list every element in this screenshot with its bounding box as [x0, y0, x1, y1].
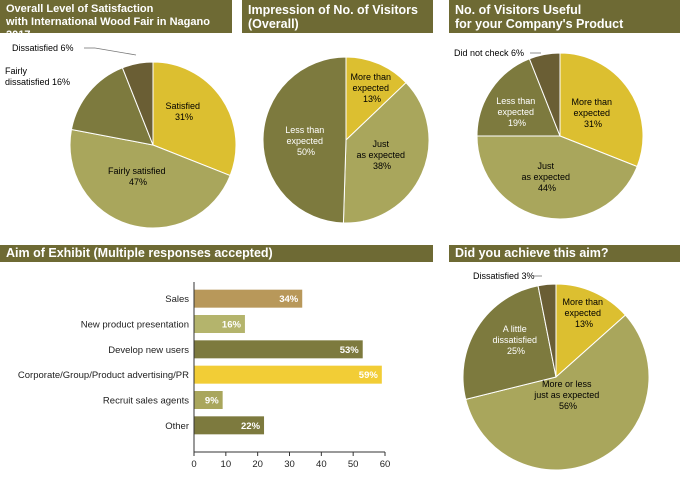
pie-slice-a-little-dissatisfied: [462, 285, 557, 400]
bar-sales: [194, 289, 303, 308]
x-tick-label: 40: [316, 459, 327, 470]
x-tick-label: 10: [221, 459, 232, 470]
pie-label: More than expected 13%: [350, 72, 393, 104]
bar-value-label: 59%: [359, 370, 379, 381]
x-tick-label: 60: [380, 459, 391, 470]
pie-slice-more-than-expected: [555, 283, 627, 379]
impression-pie-chart: More than expected 13% Just as expected …: [262, 56, 430, 224]
bar-value-label: 53%: [340, 345, 360, 356]
achieve-pie-chart: More than expected 13% More or less just…: [462, 271, 650, 471]
pie-slice-dissatisfied: [537, 283, 557, 378]
pie-slice-just-as-expected: [476, 135, 638, 220]
pie-slice-more-or-less-just-as-expected: [465, 314, 650, 471]
bar-category-label: Corporate/Group/Product advertising/PR: [18, 370, 189, 381]
pie-slice-fairly-dissatisfied: [70, 67, 154, 146]
x-tick-label: 0: [191, 459, 196, 470]
pie-label: Satisfied 31%: [165, 101, 202, 122]
pie-slice-did-not-check: [528, 52, 561, 137]
bar-category-label: Recruit sales agents: [103, 396, 189, 407]
pie-slice-just-as-expected: [342, 81, 430, 224]
pie-slice-less-than-expected: [476, 58, 561, 137]
leader-line: [94, 47, 137, 56]
bar-recruit-sales-agents: [194, 391, 223, 409]
pie-slice-more-than-expected: [559, 52, 644, 168]
pie-label: More or less just as expected 56%: [533, 379, 602, 411]
pie-slice-less-than-expected: [262, 56, 347, 224]
x-tick-label: 20: [252, 459, 263, 470]
useful-title-line-1: No. of Visitors Useful: [455, 3, 582, 17]
aim-title: Aim of Exhibit (Multiple responses accep…: [6, 246, 273, 260]
pie-label: A little dissatisfied 25%: [492, 324, 539, 356]
satisfaction-pie-chart: Satisfied 31% Fairly satisfied 47% Fairl…: [5, 43, 237, 229]
aim-chart-header: Aim of Exhibit (Multiple responses accep…: [0, 245, 433, 262]
bar-other: [194, 416, 265, 435]
bar-category-label: Develop new users: [108, 345, 189, 356]
pie-label: Fairly satisfied 47%: [108, 166, 168, 187]
satisfaction-title-line-2: with International Wood Fair in Nagano 2…: [6, 16, 210, 41]
pie-label: Fairly dissatisfied 16%: [5, 66, 70, 87]
impression-title-line-2: (Overall): [248, 17, 299, 31]
impression-chart-header: Impression of No. of Visitors (Overall): [242, 0, 433, 33]
satisfaction-title-line-1: Overall Level of Satisfaction: [6, 3, 154, 15]
pie-slice-more-than-expected: [345, 56, 407, 142]
bar-category-label: New product presentation: [81, 320, 189, 331]
bar-value-label: 16%: [222, 320, 242, 331]
pie-label: Just as expected 44%: [521, 161, 572, 193]
pie-label: More than expected 13%: [562, 297, 605, 329]
satisfaction-chart-header: Overall Level of Satisfaction with Inter…: [0, 0, 232, 41]
x-tick-label: 50: [348, 459, 359, 470]
pie-label: Dissatisfied 6%: [12, 43, 74, 53]
impression-title-line-1: Impression of No. of Visitors: [248, 3, 418, 17]
bar-category-label: Other: [165, 421, 189, 432]
achieve-title: Did you achieve this aim?: [455, 246, 609, 260]
bar-value-label: 9%: [205, 396, 219, 407]
achieve-chart-header: Did you achieve this aim?: [449, 245, 680, 262]
bar-new-product-presentation: [194, 315, 245, 333]
pie-label: Did not check 6%: [454, 48, 524, 58]
pie-slice-fairly-satisfied: [69, 128, 231, 229]
bar-category-label: Sales: [165, 294, 189, 305]
aim-bar-chart: Sales New product presentation Develop new…: [18, 282, 391, 470]
pie-label: Less than expected 50%: [285, 125, 327, 157]
bar-value-label: 22%: [241, 421, 261, 432]
pie-slice-dissatisfied: [121, 61, 154, 146]
bar-develop-new-users: [194, 340, 363, 359]
pie-label: More than expected 31%: [571, 97, 614, 129]
pie-label: Less than expected 19%: [496, 96, 538, 128]
pie-slice-satisfied: [152, 61, 237, 177]
pie-label: Dissatisfied 3%: [473, 271, 535, 281]
x-tick-label: 30: [284, 459, 295, 470]
useful-chart-header: No. of Visitors Useful for your Company'…: [449, 0, 680, 33]
useful-pie-chart: More than expected 31% Just as expected …: [454, 48, 644, 220]
pie-label: Just as expected 38%: [356, 139, 407, 171]
bar-value-label: 34%: [279, 294, 299, 305]
useful-title-line-2: for your Company's Product: [455, 17, 624, 31]
bar-corporate-group-product-advertising-pr: [194, 365, 382, 384]
